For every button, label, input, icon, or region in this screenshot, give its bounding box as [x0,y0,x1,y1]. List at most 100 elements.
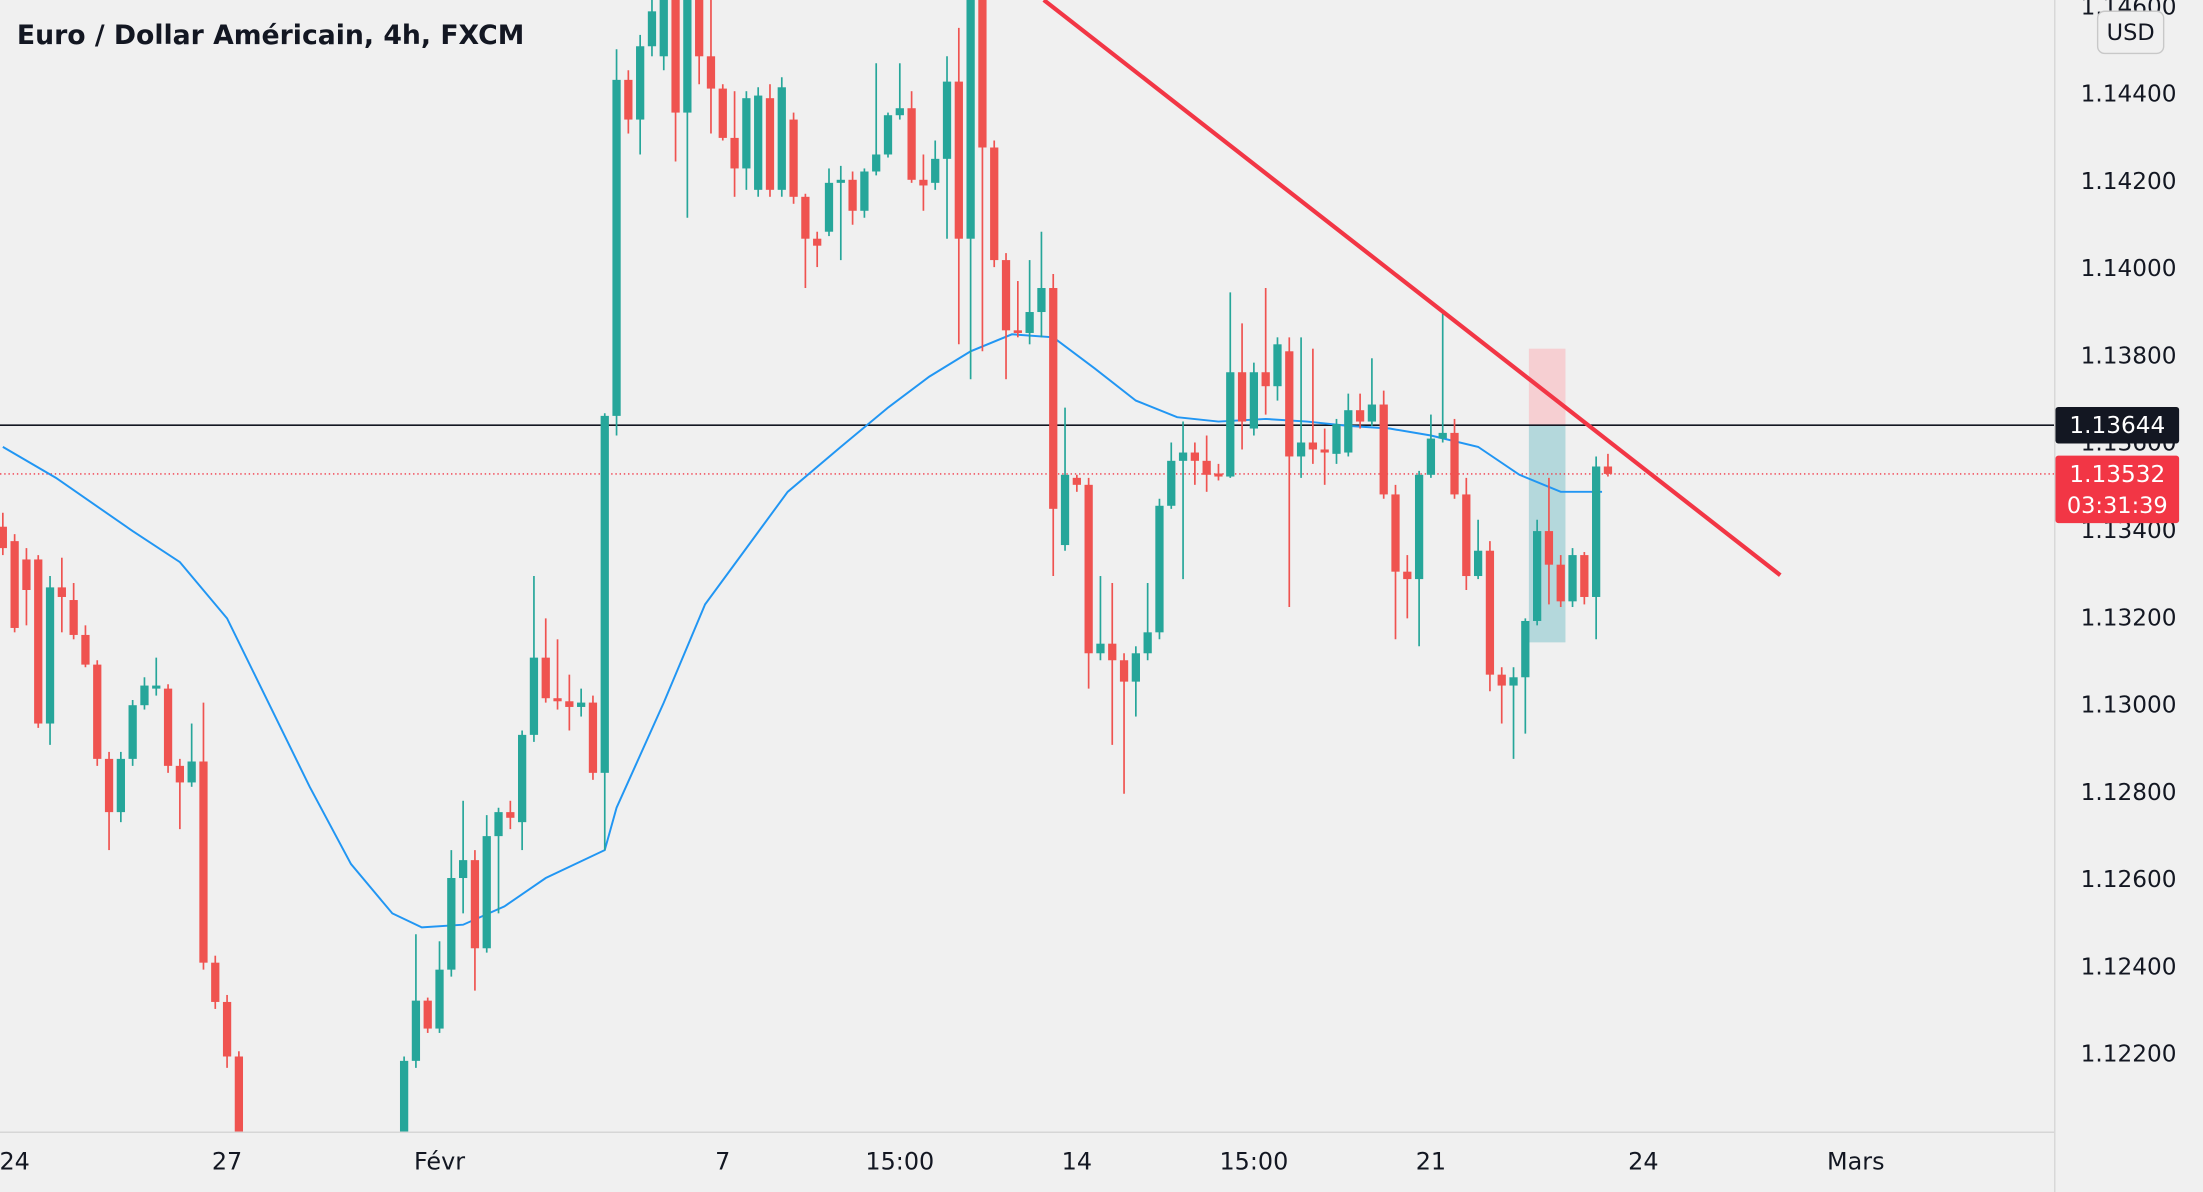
candle-body [1119,660,1129,682]
candle [706,0,716,134]
candle [942,56,952,239]
candle [93,660,102,766]
x-tick-label: Mars [1827,1147,1884,1175]
candle [494,807,503,914]
candle-body [199,761,208,963]
candle [128,699,137,766]
candle [1450,418,1459,499]
candle-body [754,95,763,190]
candle-body [57,587,66,597]
candle-body [1379,404,1388,495]
candle-body [458,860,468,879]
candle-body [600,415,609,773]
candle-body [883,115,893,155]
candle-body [588,702,598,773]
y-tick-label: 1.13000 [2081,692,2177,719]
candle [482,815,491,953]
candle-body [1462,494,1471,577]
candle-body [942,81,952,159]
candle-body [718,88,727,138]
candle-body [1344,410,1353,453]
candle [683,0,692,218]
level-price-label: 1.13644 [2069,412,2165,439]
candle [1414,470,1424,647]
candle-body [730,137,739,169]
candle [529,576,539,742]
candle-body [1308,442,1318,450]
candle-body [1072,477,1081,485]
candle-body [765,98,775,190]
candle-body [824,182,834,232]
candle [1344,393,1353,457]
y-tick-label: 1.14400 [2081,81,2177,108]
candle-body [907,108,916,180]
candle [447,850,456,977]
candle [765,84,775,197]
candle [1273,337,1282,401]
candle [1096,576,1105,661]
candle-body [1450,432,1459,495]
candle [824,168,834,237]
candle [1119,653,1129,794]
x-tick-label: 27 [212,1147,242,1175]
candle-body [1367,404,1377,422]
candle-body [612,79,621,416]
candle [624,70,633,134]
trend-line [1042,0,1782,577]
candle [1237,323,1247,450]
candle [990,140,999,268]
candle-body [789,119,798,197]
candle-body [1533,531,1542,621]
candle [777,77,786,197]
y-tick-label: 1.12400 [2081,953,2177,980]
candle [1473,519,1483,580]
candle-body [22,559,31,590]
candle-body [954,81,963,239]
candle [695,0,704,85]
candle-body [801,196,810,239]
candle [1509,667,1518,759]
y-tick-label: 1.13800 [2081,342,2177,369]
candle-body [541,657,550,699]
plot-area [0,0,2055,1132]
candle-body [1556,564,1565,602]
candle [470,850,480,991]
candle-body [93,664,102,759]
candle [57,557,66,633]
candle [541,618,550,703]
candle [458,800,468,914]
candle [1143,583,1152,661]
candle [1285,337,1294,608]
candle [518,730,527,851]
candle-body [1521,620,1530,678]
currency-badge[interactable] [2096,10,2165,55]
candle [1521,618,1530,734]
candle [1060,407,1070,551]
candle [789,112,798,204]
candle [104,751,114,851]
candle [175,758,184,830]
candle-body [470,860,480,949]
candle-body [695,0,704,57]
candle-body [1473,550,1483,577]
x-tick-label: 7 [715,1147,730,1175]
candle-body [919,179,928,186]
candle-body [211,962,220,1002]
candle [907,91,916,183]
candle [399,1056,409,1132]
candle-body [1167,460,1176,506]
candle [588,695,598,780]
candle [1296,337,1306,478]
candle [742,91,751,190]
candle-body [577,702,586,707]
candle [69,583,78,640]
candle [671,0,680,162]
candle [1426,414,1436,478]
candle [152,657,161,696]
last-price-label: 1.13532 [2069,461,2165,488]
candle [553,639,562,710]
y-tick-label: 1.13200 [2081,604,2177,631]
candle-body [423,1000,432,1029]
candle-body [1190,452,1199,461]
candle [1485,541,1495,692]
